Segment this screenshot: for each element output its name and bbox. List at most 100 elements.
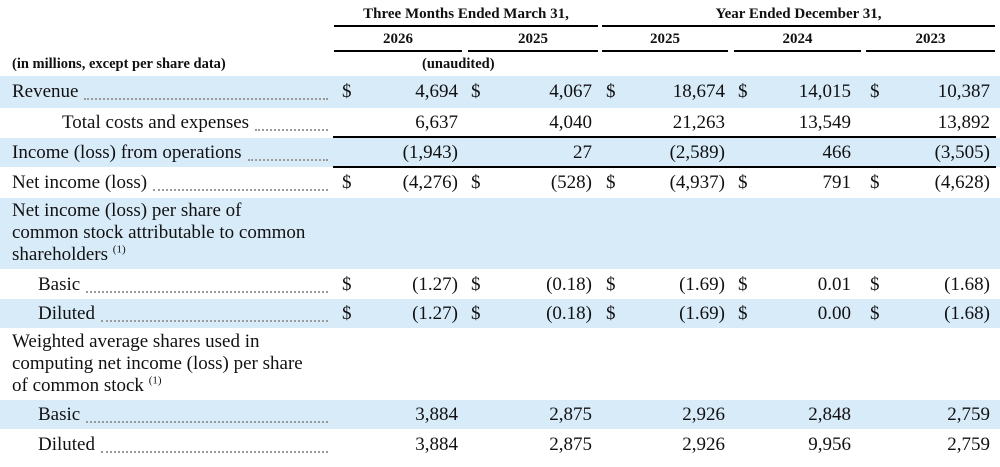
currency-symbol: $ xyxy=(870,274,880,295)
row-label-text: Diluted xyxy=(38,434,95,455)
column-underline xyxy=(468,50,598,52)
cell-value: (4,628) xyxy=(934,172,990,193)
cell-value: 4,694 xyxy=(415,81,458,102)
column-header: 2024 xyxy=(782,31,813,47)
table-row: Basic $ (1.27) $ (0.18) $ (1.69) $0.01 $ (1.68) xyxy=(0,270,1000,299)
column-underline xyxy=(734,50,861,52)
currency-symbol: $ xyxy=(471,172,481,193)
column-underline xyxy=(602,50,728,52)
currency-symbol: $ xyxy=(738,274,748,295)
row-label: Weighted average shares used in computin… xyxy=(12,331,312,397)
cell-value: 2,926 xyxy=(682,434,725,455)
currency-symbol: $ xyxy=(606,274,616,295)
dotted-leader xyxy=(101,451,328,453)
currency-symbol: $ xyxy=(471,81,481,102)
row-label-text: Income (loss) from operations xyxy=(12,142,242,163)
cell-value: (1.68) xyxy=(944,303,990,324)
cell-value: (4,276) xyxy=(402,172,458,193)
column-header: 2025 xyxy=(518,31,548,47)
table-row: Diluted $ (1.27) $ (0.18) $ (1.69) $0.00 $ (1.68) xyxy=(0,299,1000,328)
row-label: Revenue xyxy=(12,81,78,103)
row-divider xyxy=(333,166,996,168)
currency-symbol: $ xyxy=(870,172,880,193)
currency-symbol: $ xyxy=(870,303,880,324)
cell-value: 0.01 xyxy=(817,274,851,295)
dotted-leader xyxy=(153,189,328,191)
header-group-quarterly: Three Months Ended March 31, xyxy=(363,6,569,22)
row-label: Net income (loss) per share of common st… xyxy=(12,200,312,266)
dotted-leader xyxy=(84,98,328,100)
cell-value: 13,892 xyxy=(937,112,990,133)
column-header: 2023 xyxy=(915,31,946,47)
currency-symbol: $ xyxy=(870,81,880,102)
cell-value: (1.27) xyxy=(412,303,458,324)
cell-value: (3,505) xyxy=(934,142,990,163)
column-underline xyxy=(866,50,995,52)
table-row: Weighted average shares used in computin… xyxy=(0,329,1000,399)
row-label-text: Diluted xyxy=(38,303,95,324)
cell-value: (0.18) xyxy=(546,274,592,295)
cell-value: 13,549 xyxy=(798,112,851,133)
row-label-text: Basic xyxy=(38,274,81,295)
header-underline-annual xyxy=(602,25,995,27)
cell-value: 2,848 xyxy=(808,404,851,425)
currency-symbol: $ xyxy=(471,303,481,324)
row-divider xyxy=(333,136,996,138)
currency-symbol: $ xyxy=(471,274,481,295)
row-label: Diluted xyxy=(38,303,95,325)
header-underline-quarterly xyxy=(334,25,598,27)
cell-value: (1.68) xyxy=(944,274,990,295)
column-header: 2026 xyxy=(383,31,413,47)
cell-value: 18,674 xyxy=(672,81,725,102)
currency-symbol: $ xyxy=(606,172,616,193)
row-label: Basic xyxy=(38,274,80,296)
column-header: 2025 xyxy=(650,31,680,47)
row-label: Net income (loss) xyxy=(12,172,147,194)
row-label: Basic xyxy=(38,404,80,426)
cell-value: 3,884 xyxy=(415,404,458,425)
row-label-text: Net income (loss) xyxy=(12,172,148,193)
cell-value: (0.18) xyxy=(546,303,592,324)
cell-value: 2,759 xyxy=(947,434,990,455)
dotted-leader xyxy=(86,421,328,423)
cell-value: (1,943) xyxy=(402,142,458,163)
table-row: Diluted 3,884 2,875 2,926 9,956 2,759 xyxy=(0,430,1000,460)
cell-value: 2,875 xyxy=(549,434,592,455)
row-label-text: Net income (loss) per share of common st… xyxy=(12,200,306,265)
currency-symbol: $ xyxy=(738,172,748,193)
row-label: Total costs and expenses xyxy=(62,112,249,134)
row-label-text: Basic xyxy=(38,404,81,425)
cell-value: 27 xyxy=(573,142,592,163)
footnote-marker: (1) xyxy=(112,243,126,256)
currency-symbol: $ xyxy=(606,81,616,102)
cell-value: 2,759 xyxy=(947,404,990,425)
cell-value: 10,387 xyxy=(937,81,990,102)
dotted-leader xyxy=(247,159,328,161)
cell-value: 0.00 xyxy=(817,303,851,324)
cell-value: 6,637 xyxy=(415,112,458,133)
table-row: Net income (loss) per share of common st… xyxy=(0,198,1000,269)
currency-symbol: $ xyxy=(342,81,352,102)
cell-value: 14,015 xyxy=(798,81,851,102)
currency-symbol: $ xyxy=(342,303,352,324)
currency-symbol: $ xyxy=(738,303,748,324)
currency-symbol: $ xyxy=(342,172,352,193)
units-note: (in millions, except per share data) xyxy=(12,56,226,72)
dotted-leader xyxy=(101,320,328,322)
cell-value: (2,589) xyxy=(669,142,725,163)
row-label: Income (loss) from operations xyxy=(12,142,242,164)
cell-value: (528) xyxy=(550,172,592,193)
row-label-text: Total costs and expenses xyxy=(62,112,250,133)
table-row: Income (loss) from operations (1,943) 27 (2… xyxy=(0,138,1000,167)
currency-symbol: $ xyxy=(606,303,616,324)
header-group-annual: Year Ended December 31, xyxy=(715,6,882,22)
cell-value: 4,040 xyxy=(549,112,592,133)
cell-value: (4,937) xyxy=(669,172,725,193)
table-row: Basic 3,884 2,875 2,926 2,848 2,759 xyxy=(0,400,1000,429)
currency-symbol: $ xyxy=(342,274,352,295)
table-row: Net income (loss) $ (4,276) $ (528) $ (4,937) $… xyxy=(0,168,1000,197)
table-row: Revenue $4,694 $4,067 $18,674 $14,015 $10,387 xyxy=(0,76,1000,108)
cell-value: (1.27) xyxy=(412,274,458,295)
column-underline xyxy=(334,50,462,52)
cell-value: 4,067 xyxy=(549,81,592,102)
